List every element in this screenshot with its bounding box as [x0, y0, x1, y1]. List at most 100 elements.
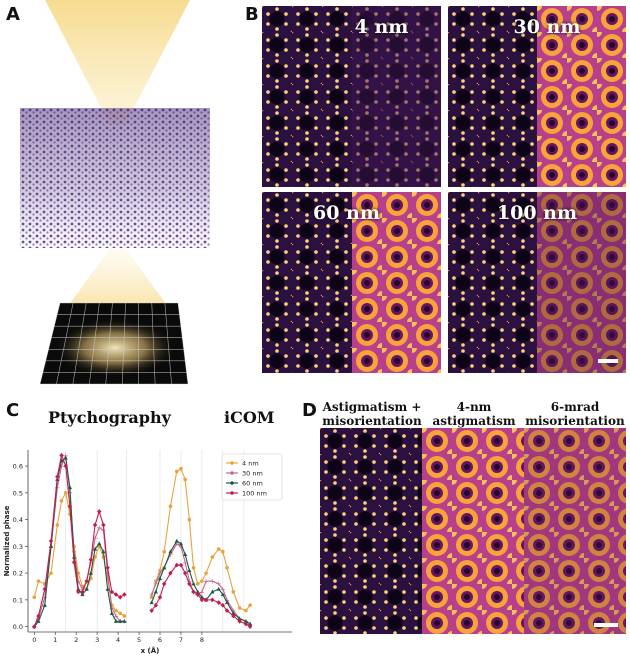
- data-point: [80, 589, 85, 595]
- panel-label-d: D: [302, 400, 317, 421]
- tile-30nm-label: 30 nm: [513, 16, 581, 38]
- data-point: +: [157, 570, 163, 578]
- x-tick-label: 6: [158, 636, 162, 644]
- data-point: [225, 565, 229, 570]
- data-point: [174, 469, 179, 474]
- data-point: +: [174, 540, 180, 548]
- data-point: [118, 611, 122, 616]
- data-point: +: [59, 462, 65, 470]
- tile-100nm-icom: [537, 192, 626, 373]
- data-point: [122, 614, 127, 618]
- data-point: [183, 477, 187, 482]
- data-point: [200, 579, 204, 583]
- legend-marker: [230, 471, 234, 475]
- data-point: [149, 608, 154, 613]
- data-point: [187, 581, 192, 587]
- x-tick-label: 3: [95, 636, 99, 644]
- tile-4nm-icom: [352, 6, 441, 187]
- data-point: +: [153, 580, 159, 588]
- data-point: +: [113, 612, 119, 620]
- data-point: +: [36, 615, 42, 623]
- data-point: [237, 618, 242, 624]
- tile-100nm-label: 100 nm: [496, 202, 578, 224]
- y-tick-label: 0.1: [13, 596, 23, 604]
- data-point: [101, 549, 106, 554]
- data-point: [97, 509, 102, 514]
- data-point: [109, 589, 115, 595]
- data-point: [84, 586, 89, 591]
- legend-label: 4 nm: [242, 460, 259, 468]
- data-point: [187, 517, 192, 522]
- x-tick-label: 8: [200, 636, 204, 644]
- data-point: [32, 595, 37, 600]
- legend-marker: [230, 491, 234, 495]
- data-point: [216, 586, 221, 591]
- data-point: [55, 523, 60, 527]
- y-axis-label: Normalized phase: [3, 505, 11, 576]
- data-point: +: [109, 604, 115, 612]
- data-point: [231, 613, 236, 619]
- data-point: [204, 571, 208, 575]
- data-point: [153, 589, 158, 594]
- data-point: [113, 618, 119, 623]
- data-point: [36, 613, 41, 619]
- data-point: +: [168, 551, 174, 559]
- data-point: [63, 455, 68, 460]
- data-point: [231, 610, 236, 615]
- x-tick-label: 7: [179, 636, 183, 644]
- data-point: [195, 582, 200, 586]
- chart-title-ptychography: Ptychography: [48, 408, 171, 427]
- data-point: [178, 562, 184, 568]
- data-point: +: [88, 559, 94, 567]
- data-point: [162, 565, 167, 570]
- data-point: [59, 452, 64, 458]
- tile-60nm-ptycho: [262, 192, 352, 373]
- data-point: [210, 555, 215, 559]
- y-tick-label: 0.2: [13, 570, 23, 578]
- data-point: [63, 463, 68, 469]
- data-point: [42, 602, 47, 607]
- data-point: +: [92, 535, 98, 543]
- y-tick-label: 0.0: [13, 623, 23, 631]
- detector-grid: [39, 302, 189, 385]
- panel-d-astig-misorient: [320, 428, 422, 634]
- data-point: [182, 570, 188, 576]
- data-point: [71, 560, 77, 565]
- data-point: [122, 618, 127, 623]
- tile-60nm-icom: [352, 192, 441, 373]
- data-point: [36, 618, 41, 623]
- data-point: [157, 594, 163, 600]
- panel-label-b: B: [245, 4, 259, 25]
- data-point: [237, 606, 242, 610]
- legend-marker: [230, 481, 234, 485]
- data-point: [161, 581, 167, 587]
- data-point: [221, 549, 225, 554]
- data-point: [76, 589, 81, 595]
- panel-a-schematic: [20, 0, 210, 385]
- data-point: [178, 541, 184, 546]
- data-point: +: [105, 570, 111, 578]
- chart-title-icom: iCOM: [224, 408, 275, 427]
- legend-marker: [230, 461, 234, 465]
- series-line: [33, 455, 125, 627]
- y-tick-label: 0.5: [13, 489, 23, 497]
- tile-60nm-label: 60 nm: [313, 202, 380, 224]
- data-point: +: [199, 588, 205, 596]
- tile-100nm: 100 nm: [448, 192, 626, 373]
- legend-label: 100 nm: [242, 490, 267, 498]
- data-point: [243, 618, 249, 623]
- data-point: [248, 603, 252, 608]
- data-point: [114, 608, 118, 613]
- panel-d-title-1: Astigmatism + misorientation: [322, 400, 422, 428]
- x-tick-label: 2: [74, 636, 78, 644]
- data-point: +: [63, 452, 69, 460]
- data-point: [97, 541, 102, 546]
- data-point: +: [178, 543, 184, 551]
- tile-60nm: 60 nm: [262, 192, 441, 373]
- beam-bottom: [58, 248, 178, 320]
- data-point: [203, 597, 209, 603]
- data-point: +: [224, 596, 230, 604]
- data-point: [243, 621, 249, 627]
- data-point: [191, 589, 196, 595]
- scale-bar-b: [598, 359, 618, 363]
